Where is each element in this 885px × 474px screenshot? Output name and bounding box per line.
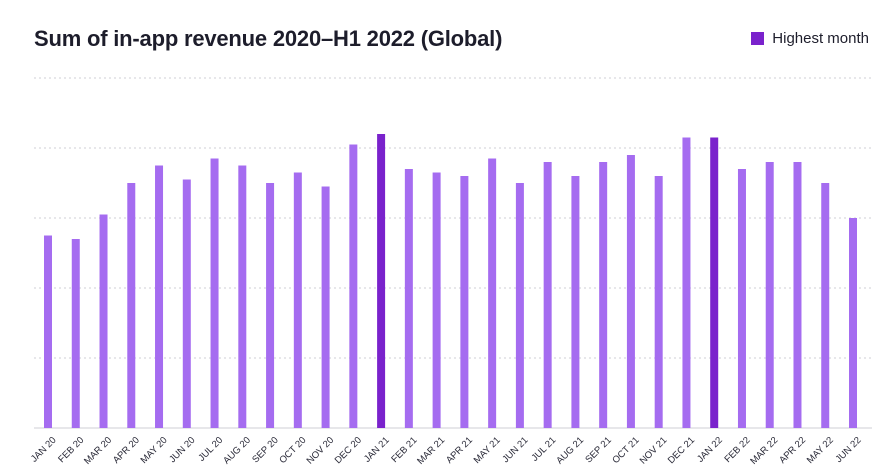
bar-nov-21: [654, 176, 663, 428]
x-tick-label: AUG 20: [221, 435, 253, 467]
x-tick-label: MAR 21: [415, 435, 447, 467]
bar-may-20: [155, 165, 164, 428]
x-tick-label: NOV 21: [638, 435, 670, 467]
x-tick-label: FEB 22: [722, 435, 752, 465]
bar-may-21: [488, 158, 497, 428]
x-tick-label: SEP 21: [583, 435, 613, 465]
x-tick-label: MAY 20: [139, 435, 170, 466]
bar-mar-21: [432, 172, 441, 428]
bar-jan-22: [710, 137, 719, 428]
chart-title: Sum of in-app revenue 2020–H1 2022 (Glob…: [34, 26, 503, 51]
bar-jun-20: [182, 179, 191, 428]
x-tick-label: JAN 22: [695, 435, 725, 465]
bar-jun-21: [515, 183, 524, 428]
x-tick-label: SEP 20: [250, 435, 280, 465]
bar-oct-21: [626, 155, 635, 428]
bar-aug-21: [571, 176, 580, 428]
bar-mar-20: [99, 214, 108, 428]
bars: [44, 134, 857, 428]
bar-mar-22: [765, 162, 774, 428]
grid-lines: [34, 77, 872, 429]
x-tick-label: AUG 21: [554, 435, 586, 467]
x-tick-label: MAR 22: [748, 435, 780, 467]
bar-apr-21: [460, 176, 469, 428]
legend-swatch-highest-month: [751, 32, 765, 45]
bar-feb-22: [737, 169, 746, 428]
bar-aug-20: [238, 165, 247, 428]
bar-jul-21: [543, 162, 552, 428]
x-tick-label: APR 21: [444, 435, 475, 466]
bar-oct-20: [293, 172, 302, 428]
bar-jul-20: [210, 158, 219, 428]
x-tick-label: APR 22: [777, 435, 808, 466]
x-tick-label: MAR 20: [82, 435, 114, 467]
bar-apr-20: [127, 183, 136, 428]
bar-feb-21: [404, 169, 413, 428]
bar-may-22: [821, 183, 830, 428]
x-tick-label: DEC 20: [333, 435, 364, 466]
bar-dec-20: [349, 144, 358, 428]
bar-jan-20: [44, 235, 52, 428]
bar-dec-21: [682, 137, 691, 428]
x-tick-label: JUN 22: [833, 435, 863, 465]
x-tick-label: DEC 21: [666, 435, 697, 466]
bar-apr-22: [793, 162, 802, 428]
x-tick-label: APR 20: [111, 435, 142, 466]
x-tick-label: NOV 20: [305, 435, 337, 467]
x-tick-label: MAY 22: [805, 435, 836, 466]
bar-sep-20: [266, 183, 275, 428]
bar-sep-21: [599, 162, 608, 428]
bar-nov-20: [321, 186, 330, 428]
bar-jun-22: [849, 218, 857, 428]
legend-label-highest-month: Highest month: [772, 30, 869, 47]
x-tick-label: MAY 21: [472, 435, 503, 466]
legend: Highest month: [751, 30, 869, 47]
x-tick-label: JAN 21: [362, 435, 392, 465]
x-tick-label: OCT 20: [277, 435, 308, 466]
x-tick-label: FEB 20: [56, 435, 86, 465]
x-tick-label: JAN 20: [29, 435, 59, 465]
bar-feb-20: [71, 239, 80, 428]
x-tick-label: FEB 21: [389, 435, 419, 465]
x-tick-label: JUN 20: [167, 435, 197, 465]
x-tick-label: JUN 21: [500, 435, 530, 465]
x-tick-label: OCT 21: [610, 435, 641, 466]
bar-jan-21: [377, 134, 386, 428]
